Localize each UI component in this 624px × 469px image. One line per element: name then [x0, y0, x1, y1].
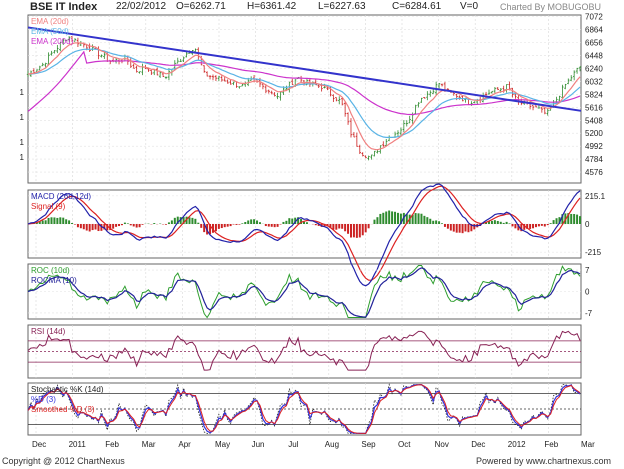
price-y-tick: 7072 [585, 13, 603, 22]
stoch-legend-item: %D (3) [31, 395, 56, 404]
left-axis-label: 1 [20, 138, 25, 147]
x-tick-label: Jun [252, 440, 265, 449]
open-value: O=6262.71 [176, 1, 226, 12]
roc-line [27, 265, 581, 319]
roc-legend-item: ROC (10d) [31, 266, 70, 275]
stochastic-d-line [27, 383, 581, 434]
signal-line [27, 185, 581, 281]
price-legend-item: EMA (200d) [31, 37, 74, 46]
price-y-tick: 5616 [585, 103, 603, 112]
x-tick-label: Jul [288, 440, 298, 449]
price-y-tick: 6240 [585, 65, 603, 74]
stoch-legend-item: Smoothed %D (3) [31, 405, 95, 414]
x-tick-label: Feb [544, 440, 558, 449]
x-tick-label: Sep [361, 440, 376, 449]
price-legend-item: EMA (50d) [31, 27, 69, 36]
left-axis-label: 1 [20, 113, 25, 122]
x-tick-label: 2012 [508, 440, 526, 449]
x-tick-label: Oct [398, 440, 411, 449]
volume-value: V=0 [460, 1, 479, 12]
price-y-tick: 6448 [585, 52, 603, 61]
price-y-tick: 6656 [585, 39, 603, 48]
rocma-line [27, 267, 581, 318]
powered-by-text: Powered by www.chartnexus.com [476, 456, 612, 466]
x-tick-label: Nov [435, 440, 449, 449]
x-tick-label: May [215, 440, 230, 449]
left-axis-label: 1 [20, 88, 25, 97]
price-y-tick: 5824 [585, 90, 603, 99]
quote-date: 22/02/2012 [116, 1, 167, 12]
stoch-legend-item: Stochastic %K (14d) [31, 385, 104, 394]
price-y-tick: 5408 [585, 116, 603, 125]
smoothed-d-line [27, 384, 581, 434]
x-tick-label: Aug [325, 440, 339, 449]
roc-y-tick: 0 [585, 288, 590, 297]
index-title: BSE IT Index [30, 1, 98, 13]
macd-y-tick: -215 [585, 248, 602, 257]
close-value: C=6284.61 [392, 1, 442, 12]
price-y-tick: 6864 [585, 26, 603, 35]
x-tick-label: Dec [471, 440, 485, 449]
low-value: L=6227.63 [318, 1, 366, 12]
ema-200-line [27, 50, 581, 116]
price-y-tick: 4784 [585, 155, 603, 164]
rsi-legend-item: RSI (14d) [31, 327, 66, 336]
trendline [27, 26, 582, 112]
macd-line [27, 183, 581, 287]
left-axis-label: 1 [20, 153, 25, 162]
macd-legend-item: MACD (26d,12d) [31, 192, 91, 201]
macd-y-tick: 0 [585, 220, 590, 229]
x-tick-label: Mar [581, 440, 595, 449]
x-tick-label: Apr [178, 440, 191, 449]
price-y-tick: 6032 [585, 77, 603, 86]
roc-legend-item: ROCMA (10) [31, 276, 77, 285]
price-y-tick: 4992 [585, 142, 603, 151]
macd-legend-item: Signal (9) [31, 202, 66, 211]
x-tick-label: Mar [142, 440, 156, 449]
ema-50-line [27, 48, 581, 138]
watermark: Charted By MOBUGOBU [500, 2, 602, 12]
high-value: H=6361.42 [247, 1, 297, 12]
x-tick-label: Dec [32, 440, 46, 449]
roc-y-tick: 7 [585, 266, 590, 275]
macd-y-tick: 215.1 [585, 192, 606, 201]
price-legend-item: EMA (20d) [31, 17, 69, 26]
rsi-line [27, 330, 581, 371]
price-y-tick: 4576 [585, 168, 603, 177]
price-y-tick: 5200 [585, 129, 603, 138]
panel-frame-price [27, 14, 582, 184]
x-tick-label: 2011 [69, 440, 87, 449]
x-tick-label: Feb [105, 440, 119, 449]
copyright-text: Copyright @ 2012 ChartNexus [2, 456, 125, 466]
roc-y-tick: -7 [585, 309, 593, 318]
